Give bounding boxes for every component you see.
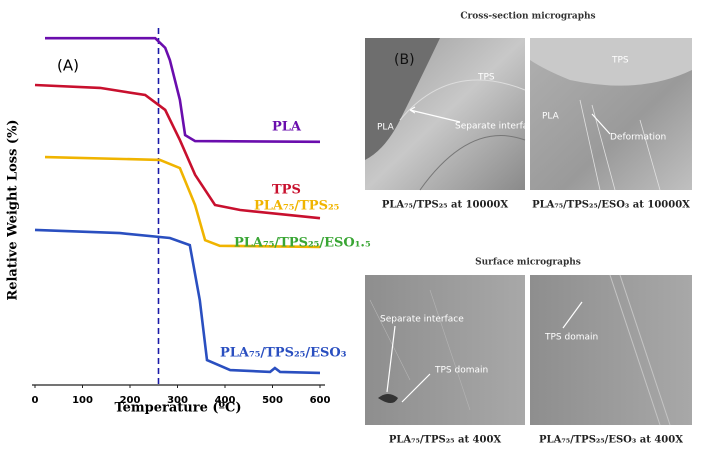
image-label: PLA bbox=[377, 123, 395, 133]
section-title: Surface micrographs bbox=[475, 258, 581, 268]
line-series bbox=[44, 155, 321, 249]
line-series bbox=[34, 228, 321, 375]
image-label: TPS domain bbox=[434, 366, 488, 376]
micrograph: TPS domain bbox=[530, 274, 692, 426]
x-tick-label: 100 bbox=[72, 395, 93, 406]
panel-label: (B) bbox=[394, 52, 415, 68]
x-axis-title: Temperature (ºC) bbox=[114, 401, 241, 416]
image-caption: PLA₇₅/TPS₂₅/ESO₃ at 400X bbox=[539, 435, 683, 446]
series-label: TPS bbox=[272, 183, 301, 198]
series-label: PLA₇₅/TPS₂₅/ESO₃ bbox=[220, 346, 347, 361]
line-series bbox=[45, 36, 321, 144]
image-label: Deformation bbox=[610, 133, 666, 143]
panel-label: (A) bbox=[57, 57, 79, 75]
micrograph: TPS PLA Deformation bbox=[530, 38, 692, 191]
image-label: Separate interface bbox=[380, 315, 464, 325]
x-tick-label: 0 bbox=[32, 395, 39, 406]
x-tick-label: 300 bbox=[167, 395, 188, 406]
image-label: TPS domain bbox=[544, 333, 598, 343]
image-caption: PLA₇₅/TPS₂₅ at 10000X bbox=[382, 200, 509, 211]
image-label: Separate interface bbox=[455, 122, 539, 132]
image-label: TPS bbox=[611, 56, 629, 66]
image-caption: PLA₇₅/TPS₂₅/ESO₃ at 10000X bbox=[532, 200, 690, 211]
line-series bbox=[34, 83, 321, 220]
x-tick-label: 500 bbox=[262, 395, 283, 406]
x-tick-label: 200 bbox=[120, 395, 141, 406]
annotation: PLA₇₅/TPS₂₅/ESO₁.₅ bbox=[234, 236, 371, 251]
x-tick-label: 400 bbox=[215, 395, 236, 406]
micrograph: Separate interface TPS domain bbox=[365, 275, 525, 425]
x-tick-label: 600 bbox=[310, 395, 331, 406]
image-caption: PLA₇₅/TPS₂₅ at 400X bbox=[389, 435, 502, 446]
section-title: Cross-section micrographs bbox=[460, 12, 595, 22]
y-axis-title: Relative Weight Loss (%) bbox=[6, 119, 21, 300]
micrograph: (B) TPS PLA Separate interface bbox=[365, 38, 539, 191]
image-label: PLA bbox=[542, 112, 560, 122]
series-label: PLA bbox=[272, 120, 302, 135]
series-label: PLA₇₅/TPS₂₅ bbox=[254, 199, 340, 214]
image-label: TPS bbox=[477, 73, 495, 83]
